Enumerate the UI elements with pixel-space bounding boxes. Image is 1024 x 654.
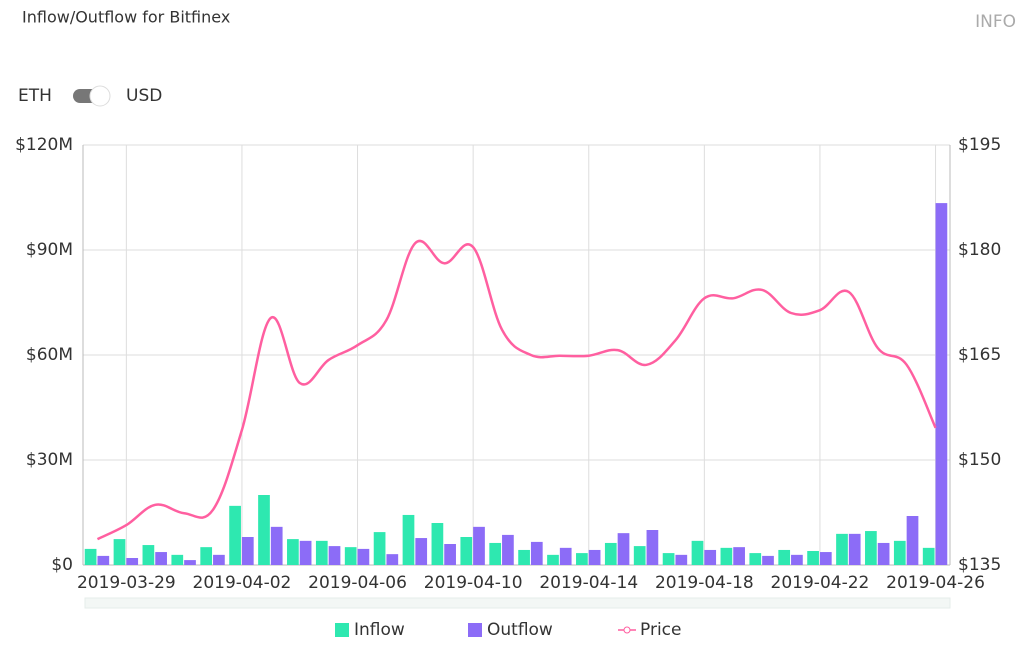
bar	[646, 530, 659, 565]
toggle-knob[interactable]	[89, 85, 111, 107]
bar	[241, 537, 254, 565]
bar	[922, 547, 935, 565]
legend-label: Inflow	[354, 620, 405, 640]
bar	[935, 203, 948, 565]
bar	[704, 549, 717, 565]
x-tick-label: 2019-04-22	[771, 573, 870, 593]
legend-label: Price	[640, 620, 681, 640]
bar	[113, 539, 126, 565]
x-tick-label: 2019-03-29	[77, 573, 176, 593]
title: Inflow/Outflow for Bitfinex	[22, 8, 230, 27]
bar	[604, 542, 617, 565]
bar	[142, 545, 155, 565]
bar	[559, 547, 572, 565]
bar	[200, 547, 213, 565]
bar	[287, 539, 299, 565]
toggle-label: USD	[126, 86, 162, 106]
bar	[502, 534, 514, 565]
bar	[357, 548, 370, 565]
bar	[848, 533, 861, 565]
bar	[633, 546, 646, 565]
bar	[547, 554, 559, 565]
bar	[691, 540, 704, 565]
bar	[126, 558, 139, 565]
x-tick-label: 2019-04-26	[886, 573, 985, 593]
bar	[328, 546, 341, 565]
bar	[171, 554, 184, 565]
bar	[299, 540, 312, 565]
legend-swatch	[623, 626, 631, 634]
bar	[662, 553, 675, 565]
bar	[778, 549, 791, 565]
bar	[473, 526, 485, 565]
x-tick-label: 2019-04-02	[193, 573, 292, 593]
legend-label: Outflow	[487, 620, 553, 640]
bar	[344, 547, 357, 565]
y-tick-label: $120M	[15, 135, 73, 155]
y-tick-label: $60M	[26, 345, 73, 365]
bar	[315, 540, 328, 565]
y2-tick-label: $195	[958, 135, 1001, 155]
x-tick-label: 2019-04-10	[424, 573, 523, 593]
bar	[431, 523, 444, 565]
bar	[791, 554, 803, 565]
bar	[749, 553, 762, 565]
bar	[720, 547, 733, 565]
bar	[402, 514, 415, 565]
bar	[270, 526, 283, 565]
y2-tick-label: $135	[958, 555, 1001, 575]
bar	[530, 541, 543, 565]
bar	[762, 555, 774, 565]
bar	[877, 542, 890, 565]
bar	[893, 540, 906, 565]
bar	[460, 537, 473, 565]
x-tick-label: 2019-04-06	[308, 573, 407, 593]
bar	[373, 532, 386, 565]
bar	[733, 547, 745, 565]
bar	[807, 551, 819, 565]
bar	[865, 531, 877, 565]
y-tick-label: $0	[51, 555, 73, 575]
bar	[84, 548, 97, 565]
bar	[386, 554, 399, 565]
bar	[213, 554, 225, 565]
y2-tick-label: $165	[958, 345, 1001, 365]
bar	[258, 495, 270, 565]
bar	[576, 553, 588, 565]
bar	[97, 555, 110, 565]
scrollbar[interactable]	[84, 597, 951, 609]
bar	[617, 533, 630, 565]
bar	[155, 552, 167, 565]
y2-tick-label: $180	[958, 240, 1001, 260]
bar	[906, 516, 919, 565]
legend-swatch	[468, 623, 482, 637]
bar	[518, 549, 530, 565]
toggle-label: ETH	[18, 86, 52, 106]
info-button[interactable]: INFO	[975, 12, 1016, 32]
bar	[184, 560, 196, 565]
y2-tick-label: $150	[958, 450, 1001, 470]
y-tick-label: $90M	[26, 240, 73, 260]
y-tick-label: $30M	[26, 450, 73, 470]
legend-swatch	[335, 623, 349, 637]
bar	[819, 552, 832, 565]
bar	[489, 542, 502, 565]
price-line	[96, 239, 937, 541]
bar	[836, 533, 848, 565]
bar	[675, 554, 688, 565]
x-tick-label: 2019-04-14	[539, 573, 638, 593]
bar	[415, 538, 428, 565]
bar	[444, 544, 456, 565]
bar	[588, 549, 601, 565]
bar	[229, 505, 241, 565]
x-tick-label: 2019-04-18	[655, 573, 754, 593]
